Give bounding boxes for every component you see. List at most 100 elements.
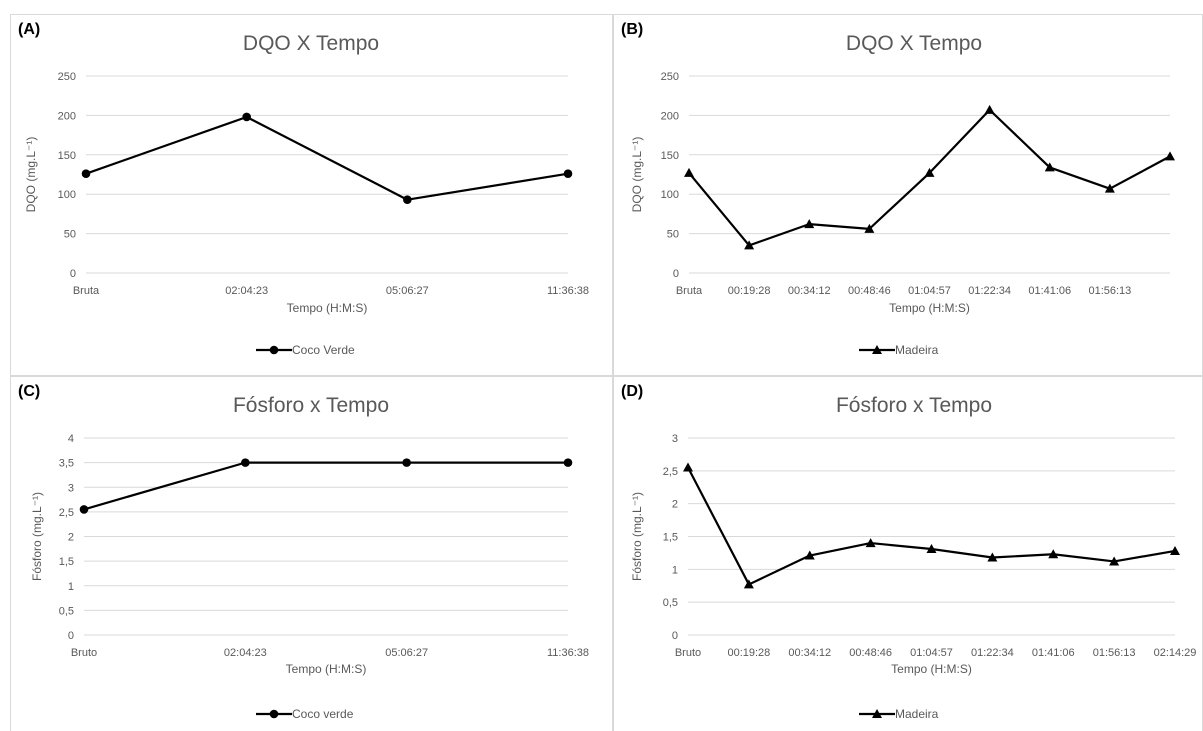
y-tick-label: 3 [68,482,74,494]
data-point [924,167,935,177]
chart-panel-c: (C) Fósforo x Tempo 0 0,5 1 1,5 2 2,5 3 3,5 4 Brut… [10,376,613,731]
y-tick-label: 1 [68,581,74,593]
x-axis-label: Tempo (H:M:S) [287,301,368,315]
panel-label: (A) [18,21,41,38]
y-tick-label: 200 [58,110,76,122]
x-tick-label: 00:34:12 [788,647,831,659]
series-line [687,467,1176,586]
legend-label: Coco verde [292,707,354,721]
y-tick-label: 50 [667,229,679,241]
chart-svg: DQO X Tempo 0 50 100 150 200 250 Bruta 02:04:23 0… [24,32,589,357]
series-line [83,461,568,511]
data-point [804,219,815,229]
y-tick-label: 0 [70,268,76,280]
y-tick-label: 100 [661,189,679,201]
data-point [1044,162,1055,172]
y-tick-label: 50 [64,229,76,241]
y-tick-label: 2 [672,499,678,511]
chart-panel-b: (B) DQO X Tempo 0 50 100 150 200 250 Bruta 00:19… [613,14,1203,376]
panel-label: (C) [18,383,41,400]
x-tick-label: 00:34:12 [788,285,831,297]
y-tick-label: 2,5 [59,507,74,519]
y-tick-label: 250 [58,71,76,83]
chart-title: Fósforo x Tempo [233,394,389,417]
y-tick-label: 0 [68,630,74,642]
data-point [865,538,876,548]
x-tick-label: 00:48:46 [848,285,891,297]
panel-label: (B) [621,21,644,38]
x-axis-label: Tempo (H:M:S) [891,662,972,676]
data-point [684,167,694,177]
data-point [402,458,411,467]
data-point [242,112,251,122]
legend-marker [872,345,882,354]
data-point [743,579,754,589]
data-point [1048,549,1059,559]
x-tick-label: 05:06:27 [386,285,429,297]
y-axis-label: Fósforo (mg.L⁻¹) [30,492,44,581]
y-tick-label: 2 [68,532,74,544]
data-point [864,223,875,233]
x-tick-label: 01:22:34 [968,285,1011,297]
data-point [1104,183,1115,193]
y-tick-label: 3,5 [59,458,74,470]
y-tick-label: 1 [672,564,678,576]
y-tick-label: 150 [661,150,679,162]
x-tick-label: 00:19:28 [728,285,771,297]
x-tick-label: 01:41:06 [1028,285,1071,297]
data-point [804,550,815,560]
data-point [1165,151,1175,161]
chart-svg: Fósforo x Tempo 0 0,5 1 1,5 2 2,5 3 Bruto 00:19:2… [630,394,1196,721]
legend-label: Madeira [895,343,939,357]
x-tick-label: 01:41:06 [1032,647,1075,659]
x-tick-label: Bruto [71,647,97,659]
data-point [683,462,693,472]
data-point [987,552,998,562]
chart-svg: DQO X Tempo 0 50 100 150 200 250 Bruta 00:19:28 0… [630,32,1175,357]
data-point [744,240,755,250]
data-point [81,169,91,179]
y-tick-label: 0,5 [663,597,678,609]
y-axis-label: DQO (mg.L⁻¹) [24,137,38,213]
x-axis-label: Tempo (H:M:S) [889,301,970,315]
y-tick-label: 3 [672,433,678,445]
x-tick-label: 02:04:23 [224,647,267,659]
y-tick-label: 1,5 [59,556,74,568]
series-line [85,115,569,201]
y-tick-label: 0 [672,630,678,642]
legend-label: Madeira [895,707,939,721]
x-tick-label: 02:04:23 [225,285,268,297]
x-tick-label: 11:36:38 [547,647,589,659]
y-tick-label: 150 [58,150,76,162]
legend-marker [269,345,279,355]
data-point [563,458,573,467]
x-tick-label: 05:06:27 [385,647,428,659]
legend-label: Coco Verde [292,343,355,357]
x-tick-label: 01:56:13 [1088,285,1131,297]
legend-marker [872,709,882,718]
chart-panel-d: (D) Fósforo x Tempo 0 0,5 1 1,5 2 2,5 3 Bruto 00:… [613,376,1203,731]
data-point [241,458,250,467]
y-tick-label: 4 [68,433,74,445]
x-tick-label: Bruta [73,285,100,297]
y-axis-label: DQO (mg.L⁻¹) [630,137,644,213]
data-point [1109,556,1120,566]
data-point [984,104,995,114]
chart-title: Fósforo x Tempo [836,394,992,417]
x-tick-label: 01:04:57 [910,647,953,659]
chart-panel-a: (A) DQO X Tempo 0 50 100 150 200 250 Bruta 02:04… [10,14,613,376]
chart-svg: Fósforo x Tempo 0 0,5 1 1,5 2 2,5 3 3,5 4 Bruto 02:… [30,394,589,721]
panel-label: (D) [621,383,644,400]
chart-title: DQO X Tempo [846,32,982,55]
data-point [1170,545,1180,555]
x-tick-label: Bruta [676,285,703,297]
chart-title: DQO X Tempo [243,32,379,55]
x-tick-label: 11:36:38 [547,285,589,297]
data-point [563,169,573,179]
y-tick-label: 0 [673,268,679,280]
data-point [403,195,412,205]
x-tick-label: 00:19:28 [727,647,770,659]
y-tick-label: 0,5 [59,605,74,617]
x-tick-label: Bruto [675,647,701,659]
y-tick-label: 100 [58,189,76,201]
